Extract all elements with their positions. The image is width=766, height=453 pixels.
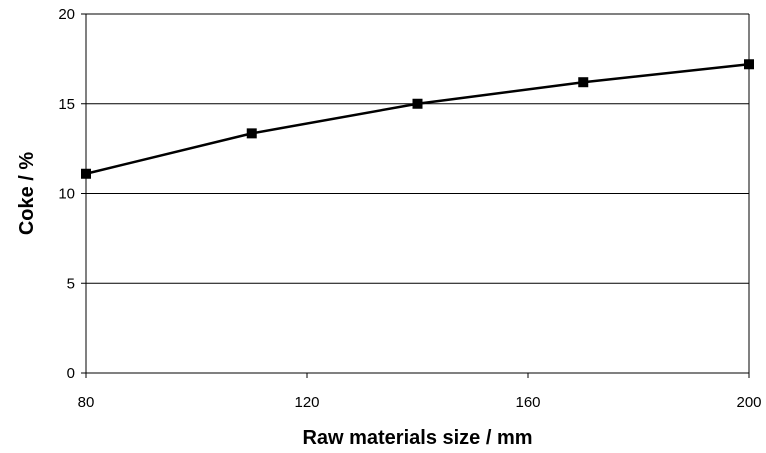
data-point-marker xyxy=(744,59,754,70)
x-axis-title: Raw materials size / mm xyxy=(302,427,532,449)
data-point-marker xyxy=(412,98,423,109)
y-tick-label: 0 xyxy=(67,365,75,382)
x-tick-label: 120 xyxy=(294,394,319,411)
tick-labels: 0 5 10 15 20 80 120 160 200 xyxy=(58,6,761,411)
series-line xyxy=(85,63,750,175)
x-tick-label: 200 xyxy=(736,394,761,411)
y-tick-label: 20 xyxy=(58,6,75,23)
x-tick-label: 160 xyxy=(515,394,540,411)
series-group xyxy=(81,59,754,179)
y-axis-title: Coke / % xyxy=(16,152,38,236)
data-point-marker xyxy=(81,168,91,179)
x-tick-label: 80 xyxy=(78,394,95,411)
data-point-marker xyxy=(246,128,257,139)
y-tick-label: 5 xyxy=(67,275,75,292)
data-point-marker xyxy=(578,77,589,88)
y-tick-label: 10 xyxy=(58,186,75,203)
y-tick-label: 15 xyxy=(58,96,75,113)
axes xyxy=(81,13,750,378)
